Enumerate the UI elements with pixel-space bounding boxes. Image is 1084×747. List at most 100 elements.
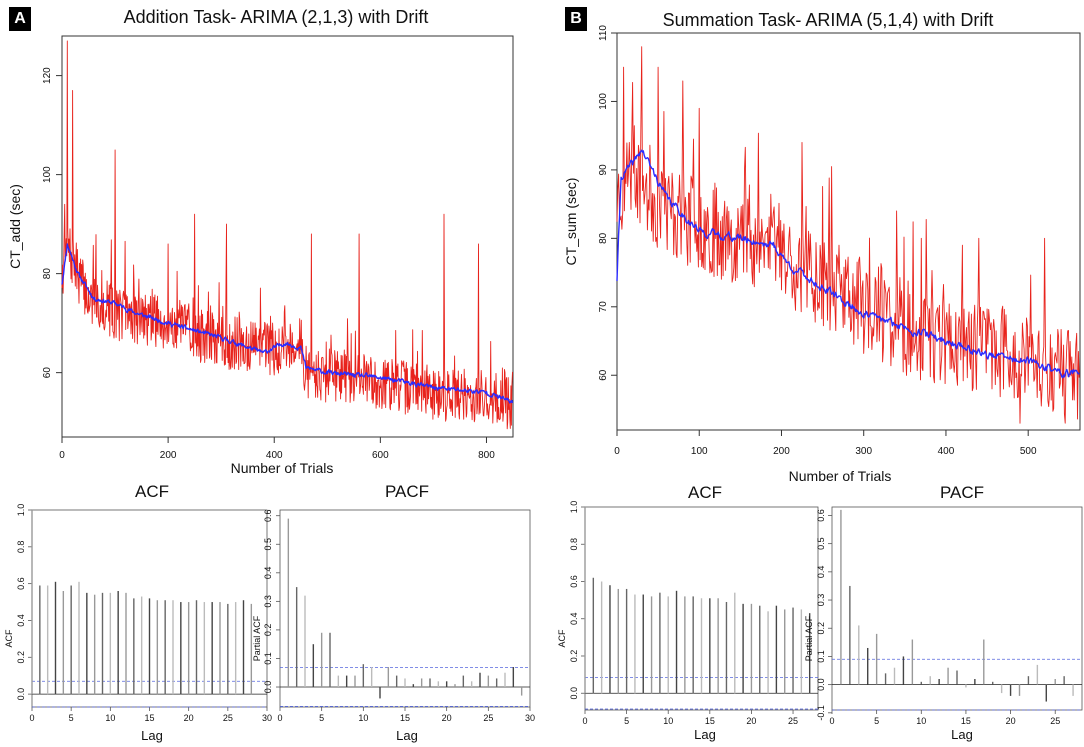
panel-1-acf-ytick-label: 1.0 [569,501,579,514]
panel-0-acf-title: ACF [135,482,169,501]
panel-1-acf-ylabel: ACF [557,629,567,648]
panel-1-pacf-ytick-label: -0.1 [816,705,826,721]
panel-0-pacf-xtick-label: 25 [483,713,493,723]
panel-1-main-xtick-label: 0 [614,446,620,457]
panel-1-pacf-xtick-label: 5 [874,716,879,726]
panel-1-main-ytick-label: 90 [598,164,609,176]
panel-1-acf-xlabel: Lag [694,727,716,742]
panel-0-acf-xtick-label: 30 [262,713,272,723]
panel-0-pacf-xlabel: Lag [396,728,418,743]
panel-1-main-xtick-label: 400 [938,446,955,457]
panel-0-pacf-title: PACF [385,482,429,501]
panel-label-a: A [9,7,31,31]
panel-0-main-ylabel: CT_add (sec) [7,184,23,269]
panel-0-acf-ytick-label: 0.0 [16,688,26,701]
panel-1-pacf-ytick-label: 0.1 [816,650,826,663]
panel-1-pacf-xtick-label: 0 [829,716,834,726]
panel-0-pacf-ylabel: Partial ACF [252,615,262,661]
panel-0-main-ytick-label: 100 [42,166,53,183]
panel-1-main-xtick-label: 100 [691,446,708,457]
panel-1-acf-xtick-label: 0 [582,716,587,726]
panel-0-main-xtick-label: 800 [478,450,495,461]
panel-1-pacf-ytick-label: 0.0 [816,678,826,691]
panel-0-acf-ytick-label: 0.2 [16,651,26,664]
panel-1-main-ytick-label: 80 [598,232,609,244]
panel-1-acf-xtick-label: 15 [705,716,715,726]
panel-label-b: B [565,7,587,31]
panel-0-main-plot-frame [61,35,514,438]
panel-0-pacf-ytick-label: 0.4 [263,567,273,580]
panel-0-pacf-ytick-label: 0.6 [263,509,273,522]
panel-1-acf-xtick-label: 25 [788,716,798,726]
panel-1-pacf-xtick-label: 15 [961,716,971,726]
panel-1-acf-ytick-label: 0.6 [569,575,579,588]
panel-0-pacf-ytick-label: 0.3 [263,595,273,608]
panel-0-acf-xtick-label: 15 [144,713,154,723]
panel-1-main-ylabel: CT_sum (sec) [563,178,579,266]
panel-0-main-xtick-label: 600 [372,450,389,461]
panel-0-acf-xtick-label: 5 [69,713,74,723]
panel-0-pacf-xtick-label: 15 [400,713,410,723]
panel-0-pacf-xtick-label: 10 [358,713,368,723]
panel-1-pacf-ytick-label: 0.5 [816,537,826,550]
panel-0-main-xtick-label: 200 [160,450,177,461]
panel-0-acf-xtick-label: 0 [29,713,34,723]
panel-1-main-plot-frame [616,32,1081,431]
panel-0-acf-ylabel: ACF [4,629,14,648]
panel-1-acf-ytick-label: 0.4 [569,612,579,625]
panel-0-pacf-xtick-label: 20 [442,713,452,723]
panel-0-pacf-xtick-label: 5 [319,713,324,723]
panel-0-pacf-ytick-label: 0.0 [263,681,273,694]
panel-1-main-series-fitted-line [616,149,1080,379]
panel-0-pacf-ytick-label: 0.1 [263,652,273,665]
panel-0-acf-ytick-label: 1.0 [16,504,26,517]
panel-1-pacf-title: PACF [940,483,984,502]
panel-1-main-xtick-label: 200 [773,446,790,457]
panel-1-pacf-ytick-label: 0.6 [816,509,826,522]
panel-1-pacf-ytick-label: 0.3 [816,594,826,607]
panel-0-pacf-ytick-label: 0.2 [263,624,273,637]
panel-0-pacf-xtick-label: 30 [525,713,535,723]
panel-1-main-ytick-label: 70 [598,301,609,313]
panel-1-main-series-observed-line [616,46,1080,424]
panel-1-pacf-ytick-label: 0.4 [816,566,826,579]
panel-0-acf-xtick-label: 20 [184,713,194,723]
panel-0-main-series-observed-line [61,40,513,430]
panel-1-acf-title: ACF [688,483,722,502]
panel-1-pacf-ylabel: Partial ACF [804,615,814,661]
panel-0-pacf-xtick-label: 0 [277,713,282,723]
panel-1-main-ytick-label: 100 [598,93,609,110]
panel-0-acf-ytick-label: 0.6 [16,577,26,590]
panel-0-acf-xtick-label: 25 [223,713,233,723]
panel-1-pacf-xtick-label: 10 [916,716,926,726]
panel-0-main-ytick-label: 60 [42,367,53,379]
panel-0-main-series-fitted-line [61,243,514,404]
panel-0-pacf-ytick-label: 0.5 [263,538,273,551]
panel-1-acf-ytick-label: 0.0 [569,687,579,700]
panel-1-acf-xtick-label: 20 [746,716,756,726]
panel-1-acf-xtick-label: 5 [624,716,629,726]
panel-1-main-xtick-label: 500 [1020,446,1037,457]
panel-0-main-xtick-label: 0 [59,450,65,461]
panel-0-main-ytick-label: 80 [42,268,53,280]
panel-1-main-ytick-label: 110 [598,25,609,41]
panel-0-main-title: Addition Task- ARIMA (2,1,3) with Drift [124,7,429,27]
panel-1-main-ytick-label: 60 [598,369,609,381]
panel-1-main-title: Summation Task- ARIMA (5,1,4) with Drift [663,10,994,30]
panel-1-acf-xtick-label: 10 [663,716,673,726]
panel-0-main-ytick-label: 120 [42,67,53,84]
panel-0-acf-ytick-label: 0.8 [16,541,26,554]
panel-1-main-xlabel: Number of Trials [789,468,892,484]
panel-1-pacf-xtick-label: 20 [1006,716,1016,726]
panel-1-acf-ytick-label: 0.8 [569,538,579,551]
panel-0-pacf-plot-frame [279,509,531,708]
panel-1-acf-ytick-label: 0.2 [569,650,579,663]
panel-1-pacf-ytick-label: 0.2 [816,622,826,635]
panel-0-acf-xlabel: Lag [141,728,163,743]
panel-0-main-xlabel: Number of Trials [231,460,334,476]
panel-1-main-xtick-label: 300 [855,446,872,457]
panel-0-acf-ytick-label: 0.4 [16,614,26,627]
panel-1-pacf-xlabel: Lag [951,727,973,742]
panel-0-main-xtick-label: 400 [266,450,283,461]
